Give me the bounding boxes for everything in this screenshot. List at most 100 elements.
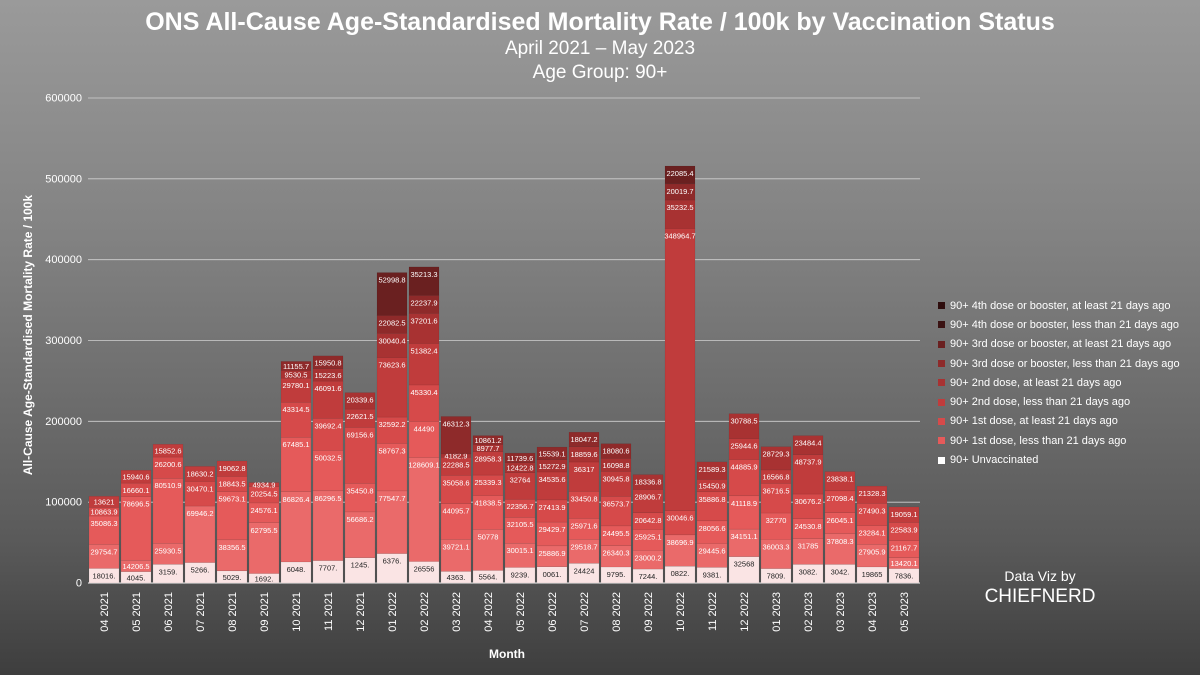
data-label: 22356.7 (506, 502, 533, 511)
x-tick-label: 09 2021 (259, 592, 271, 632)
data-label: 27413.9 (538, 503, 565, 512)
bar-segment (600, 525, 632, 546)
bar-segment (600, 496, 632, 527)
bar-segment (216, 491, 248, 541)
x-axis-label: Month (489, 647, 525, 661)
data-label: 50032.5 (314, 453, 341, 462)
legend-label: 90+ 1st dose, at least 21 days ago (950, 415, 1118, 428)
data-label: 4363. (447, 573, 466, 582)
x-tick-label: 06 2022 (547, 592, 559, 632)
data-label: 32770 (766, 516, 787, 525)
x-tick-label: 05 2022 (515, 592, 527, 632)
chart-title: ONS All-Cause Age-Standardised Mortality… (145, 8, 1055, 36)
data-label: 52998.8 (378, 276, 405, 285)
y-tick-label: 300000 (45, 335, 82, 347)
bar-segment (440, 539, 472, 572)
bar-segment (312, 380, 344, 419)
bar-segment (536, 459, 568, 473)
data-label: 22583.9 (890, 525, 917, 534)
data-label: 59673.1 (218, 495, 245, 504)
x-tick-label: 03 2022 (451, 592, 463, 632)
legend-item: 90+ 2nd dose, less than 21 days ago (938, 392, 1180, 411)
data-label: 18630.2 (186, 469, 213, 478)
data-label: 9795. (607, 570, 626, 579)
data-label: 36573.7 (602, 499, 629, 508)
chart-subtitle-date-range: April 2021 – May 2023 (504, 38, 696, 59)
legend-item: 90+ 1st dose, less than 21 days ago (938, 431, 1180, 450)
bar-segment (344, 511, 376, 558)
data-label: 46312.3 (442, 419, 469, 428)
data-label: 28056.6 (698, 524, 725, 533)
bar-segment (408, 457, 440, 562)
data-label: 36003.3 (762, 543, 789, 552)
data-label: 10861.2 (474, 436, 501, 445)
data-label: 25925.1 (634, 533, 661, 542)
data-label: 11155.7 (283, 362, 309, 371)
legend-swatch (938, 379, 945, 387)
data-label: 25930.5 (154, 546, 181, 555)
data-label: 69946.2 (186, 509, 213, 518)
data-label: 11739.6 (507, 454, 534, 463)
data-label: 15852.6 (154, 447, 181, 456)
bar-segment (664, 165, 696, 185)
bar-segment (280, 491, 312, 563)
bar-segment (376, 490, 408, 554)
bar-segment (408, 421, 440, 458)
data-label: 4934.9 (253, 481, 276, 490)
data-label: 44095.7 (442, 507, 469, 516)
data-label: 26340.3 (602, 549, 629, 558)
bar-segment (664, 510, 696, 536)
data-label: 24576.1 (250, 506, 277, 515)
legend-item: 90+ 2nd dose, at least 21 days ago (938, 373, 1180, 392)
data-label: 25944.6 (730, 442, 757, 451)
data-label: 69156.6 (346, 430, 373, 439)
bar-segment (376, 272, 408, 316)
legend-label: 90+ 4th dose or booster, at least 21 day… (950, 299, 1171, 312)
bar-segment (632, 474, 664, 490)
data-label: 27490.3 (858, 506, 885, 515)
data-label: 86296.5 (314, 494, 341, 503)
data-label: 30676.2 (794, 497, 821, 506)
bar-segment (312, 355, 344, 369)
x-tick-label: 08 2022 (611, 592, 623, 632)
x-tick-label: 12 2022 (739, 592, 751, 632)
y-tick-label: 400000 (45, 254, 82, 266)
data-label: 25886.9 (538, 549, 565, 558)
data-label: 28958.3 (474, 455, 501, 464)
x-tick-label: 07 2021 (195, 592, 207, 632)
bar-segment (536, 471, 568, 501)
data-label: 26045.1 (826, 516, 853, 525)
credit-author: CHIEFNERD (984, 586, 1096, 607)
data-label: 34151.1 (730, 532, 757, 541)
chart-subtitle-age-group: Age Group: 90+ (532, 62, 668, 83)
bar-segment (376, 553, 408, 584)
bar-segment (184, 466, 216, 482)
data-label: 3082. (799, 567, 818, 576)
data-label: 21328.3 (858, 489, 885, 498)
legend-label: 90+ 4th dose or booster, less than 21 da… (950, 318, 1180, 331)
data-label: 78696.5 (122, 500, 149, 509)
data-label: 22237.9 (410, 298, 437, 307)
bar-segment (472, 529, 504, 571)
legend-item: 90+ Unvaccinated (938, 450, 1180, 469)
data-label: 48737.9 (794, 458, 821, 467)
bar-segment (760, 539, 792, 569)
data-label: 27098.4 (826, 494, 853, 503)
data-label: 32105.5 (506, 520, 533, 529)
data-label: 15940.6 (122, 473, 149, 482)
data-label: 62795.5 (250, 526, 277, 535)
data-label: 50778 (478, 532, 499, 541)
data-label: 24530.8 (794, 522, 821, 531)
data-label: 128609.1 (408, 461, 439, 470)
x-tick-label: 04 2021 (99, 592, 111, 632)
data-label: 30040.4 (378, 336, 405, 345)
data-label: 19865 (862, 570, 883, 579)
data-label: 58767.3 (378, 446, 405, 455)
data-label: 35058.6 (442, 478, 469, 487)
data-label: 77547.7 (378, 494, 405, 503)
bar-segment (632, 550, 664, 570)
data-label: 25339.3 (474, 478, 501, 487)
bar-segment (344, 392, 376, 410)
bar-segment (728, 413, 760, 439)
